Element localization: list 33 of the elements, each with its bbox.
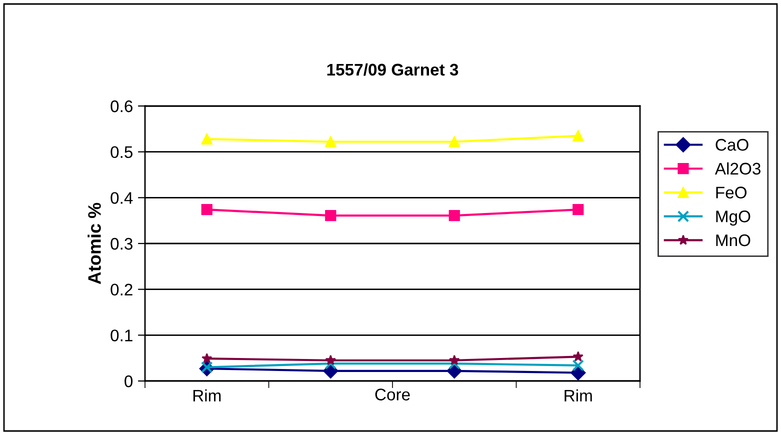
x-axis-title: Core	[375, 388, 410, 400]
y-tick-label: 0.1	[110, 330, 132, 342]
x-tick-label: Rim	[193, 389, 221, 402]
point	[324, 358, 337, 370]
point	[200, 361, 213, 374]
chart-title: 1557/09 Garnet 3	[327, 63, 458, 76]
point	[572, 360, 584, 372]
legend-label: CaO	[716, 138, 748, 151]
point	[201, 133, 212, 145]
point	[572, 351, 584, 362]
y-tick-label: 0.5	[110, 146, 132, 158]
x-tick-label: Rim	[564, 389, 592, 402]
point	[449, 354, 460, 366]
point	[325, 210, 336, 222]
point	[448, 358, 460, 370]
y-tick-label: 0	[124, 375, 133, 388]
y-tick-label: 0.6	[110, 100, 132, 112]
point	[201, 204, 212, 216]
point	[448, 136, 460, 148]
y-tick-label: 0.2	[110, 284, 132, 296]
point	[325, 354, 336, 366]
point	[572, 204, 584, 216]
point	[572, 130, 584, 142]
y-tick-label: 0.3	[110, 238, 132, 250]
legend-label: MnO	[716, 234, 750, 246]
point	[202, 352, 212, 364]
point	[325, 136, 336, 148]
legend-label: FeO	[716, 186, 747, 198]
legend-label: Al2O3	[714, 162, 760, 175]
point	[448, 210, 460, 222]
y-axis-title: Atomic %	[88, 202, 101, 284]
y-tick-label: 0.4	[110, 192, 133, 204]
legend-label: MgO	[716, 210, 750, 226]
